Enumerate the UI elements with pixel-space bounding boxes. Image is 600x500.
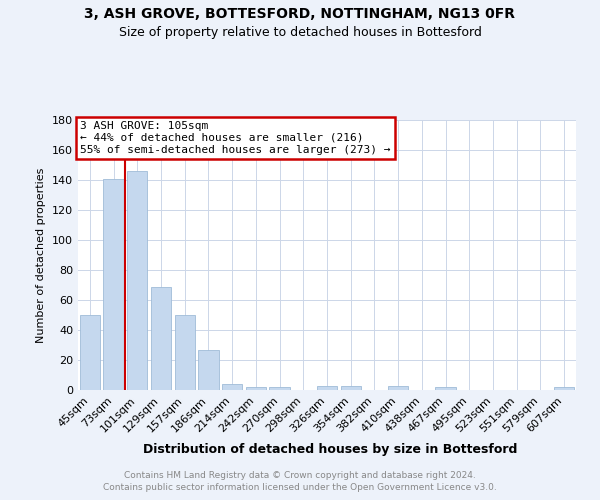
Bar bbox=[554, 387, 574, 390]
Bar bbox=[199, 350, 218, 390]
Bar bbox=[175, 315, 195, 390]
Bar bbox=[436, 387, 455, 390]
Text: Contains HM Land Registry data © Crown copyright and database right 2024.: Contains HM Land Registry data © Crown c… bbox=[124, 471, 476, 480]
Text: Distribution of detached houses by size in Bottesford: Distribution of detached houses by size … bbox=[143, 442, 517, 456]
Bar bbox=[269, 387, 290, 390]
Text: 3, ASH GROVE, BOTTESFORD, NOTTINGHAM, NG13 0FR: 3, ASH GROVE, BOTTESFORD, NOTTINGHAM, NG… bbox=[85, 8, 515, 22]
Y-axis label: Number of detached properties: Number of detached properties bbox=[37, 168, 46, 342]
Bar bbox=[127, 171, 148, 390]
Bar bbox=[103, 178, 124, 390]
Bar bbox=[222, 384, 242, 390]
Bar bbox=[388, 386, 408, 390]
Text: Contains public sector information licensed under the Open Government Licence v3: Contains public sector information licen… bbox=[103, 482, 497, 492]
Bar bbox=[317, 386, 337, 390]
Text: 3 ASH GROVE: 105sqm
← 44% of detached houses are smaller (216)
55% of semi-detac: 3 ASH GROVE: 105sqm ← 44% of detached ho… bbox=[80, 122, 391, 154]
Bar bbox=[341, 386, 361, 390]
Bar bbox=[151, 286, 171, 390]
Bar bbox=[80, 315, 100, 390]
Bar bbox=[246, 387, 266, 390]
Text: Size of property relative to detached houses in Bottesford: Size of property relative to detached ho… bbox=[119, 26, 481, 39]
